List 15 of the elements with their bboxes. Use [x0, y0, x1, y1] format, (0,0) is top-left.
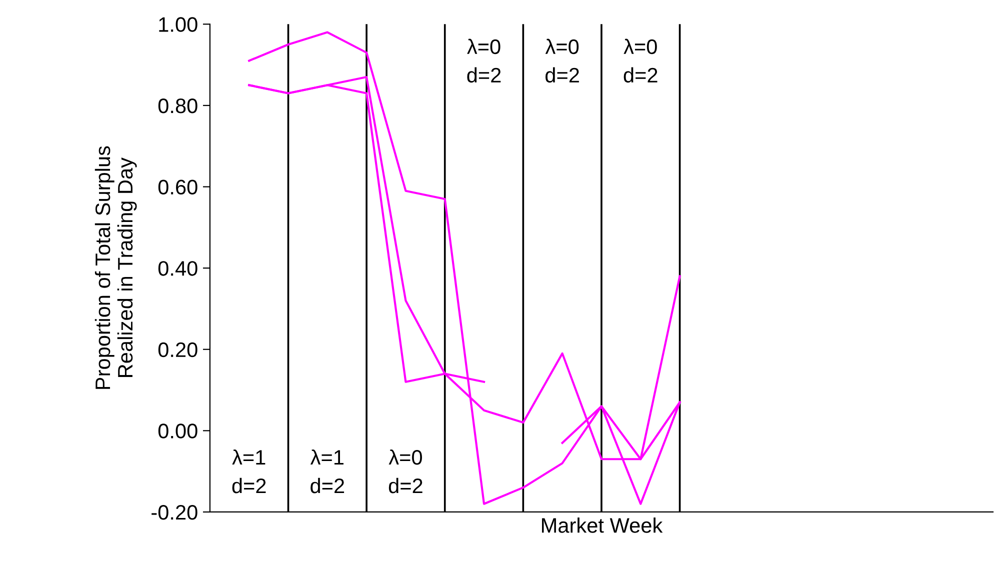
annotation: λ=0 d=2 [388, 449, 422, 494]
y-axis-title: Proportion of Total Surplus Realized in Trading Day [94, 146, 137, 389]
annotation: λ=0 d=2 [467, 38, 501, 83]
annotation: λ=0 d=2 [545, 38, 579, 83]
y-tick-label: 1.00 [159, 17, 198, 32]
annotation: λ=1 d=2 [310, 449, 344, 494]
y-tick-label: 0.20 [158, 342, 198, 358]
y-tick-label: 0.60 [158, 180, 198, 195]
annotation: λ=1 d=2 [232, 449, 266, 494]
y-tick-label: 0.00 [158, 424, 198, 438]
y-tick-label: -0.20 [152, 504, 198, 520]
y-tick-label: 0.80 [158, 98, 198, 114]
x-axis-title: Market Week [542, 518, 663, 533]
annotation: λ=0 d=2 [624, 38, 658, 83]
y-tick-label: 0.40 [158, 261, 198, 276]
